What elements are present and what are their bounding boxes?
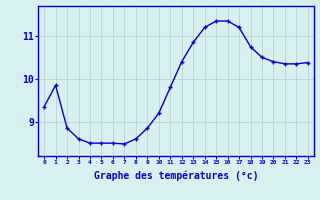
X-axis label: Graphe des températures (°c): Graphe des températures (°c) (94, 171, 258, 181)
